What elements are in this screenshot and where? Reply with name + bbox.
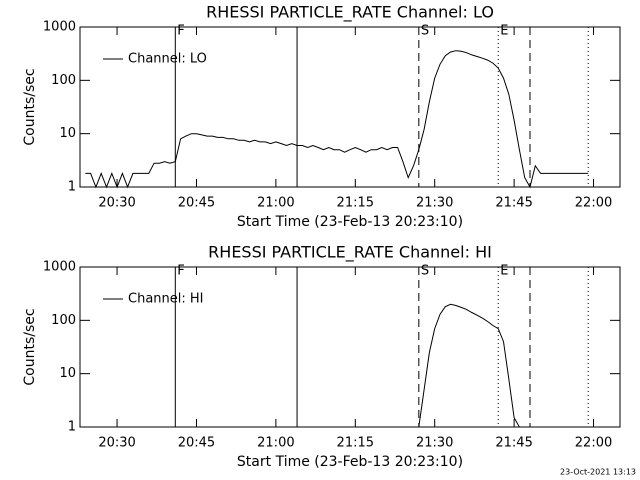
x-axis-label: Start Time (23-Feb-13 20:23:10) — [237, 214, 463, 230]
series-line — [418, 303, 520, 428]
y-tick-label: 1 — [68, 420, 76, 435]
event-label: F — [177, 24, 184, 39]
chart-title: RHESSI PARTICLE_RATE Channel: LO — [206, 3, 494, 23]
event-label: E — [500, 264, 508, 279]
y-tick-label: 1 — [68, 180, 76, 195]
event-label: E — [500, 24, 508, 39]
event-label: S — [421, 264, 429, 279]
plot-frame — [79, 26, 621, 188]
legend-label: Channel: LO — [128, 52, 207, 67]
plot-frame — [79, 266, 621, 428]
x-tick-label: 22:00 — [575, 196, 612, 211]
y-tick-label: 1000 — [43, 20, 76, 35]
x-tick-label: 20:45 — [178, 436, 215, 451]
x-tick-label: 20:30 — [98, 436, 135, 451]
x-axis-label: Start Time (23-Feb-13 20:23:10) — [237, 454, 463, 470]
x-tick-label: 21:15 — [337, 196, 374, 211]
event-label: F — [177, 264, 184, 279]
y-axis-label: Counts/sec — [22, 308, 38, 385]
chart-title: RHESSI PARTICLE_RATE Channel: HI — [208, 243, 492, 263]
y-tick-label: 1000 — [43, 260, 76, 275]
y-axis-label: Counts/sec — [22, 68, 38, 145]
x-tick-label: 21:30 — [416, 196, 453, 211]
y-tick-label: 100 — [51, 73, 76, 88]
x-tick-label: 21:00 — [257, 196, 294, 211]
x-tick-label: 21:00 — [257, 436, 294, 451]
x-tick-label: 20:45 — [178, 196, 215, 211]
y-tick-label: 10 — [59, 126, 76, 141]
x-tick-label: 20:30 — [98, 196, 135, 211]
x-tick-label: 22:00 — [575, 436, 612, 451]
y-tick-label: 100 — [51, 313, 76, 328]
x-tick-label: 21:45 — [495, 436, 532, 451]
footer: 23-Oct-2021 13:13 — [560, 468, 636, 477]
x-tick-label: 21:45 — [495, 196, 532, 211]
x-tick-label: 21:30 — [416, 436, 453, 451]
legend-label: Channel: HI — [128, 292, 204, 307]
series-line — [85, 50, 589, 189]
event-label: S — [421, 24, 429, 39]
x-tick-label: 21:15 — [337, 436, 374, 451]
y-tick-label: 10 — [59, 366, 76, 381]
